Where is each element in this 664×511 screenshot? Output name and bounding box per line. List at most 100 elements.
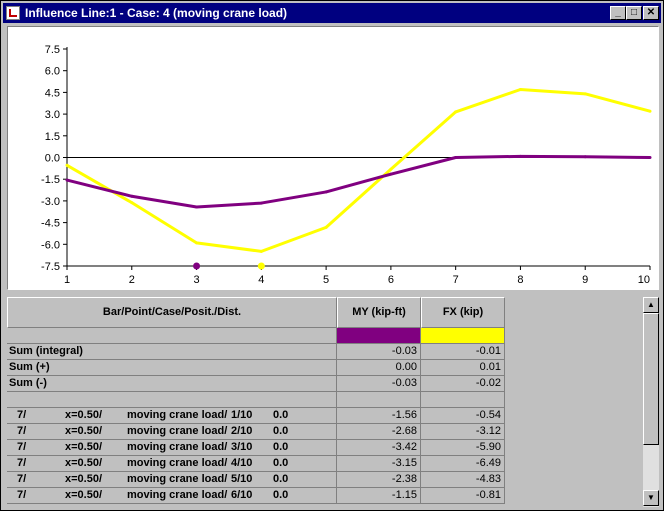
y-tick-label: 1.5 xyxy=(45,131,60,143)
y-tick-label: -4.5 xyxy=(41,218,60,230)
sum-fx-value: 0.01 xyxy=(421,360,505,376)
sum-row[interactable]: Sum (-) -0.03 -0.02 xyxy=(7,376,507,392)
row-case: moving crane load/ xyxy=(127,441,228,453)
row-description: 7/x=0.50/moving crane load/2/10 0.0 xyxy=(7,424,337,440)
color-swatch-row[interactable] xyxy=(7,328,507,344)
row-bar: 7/ xyxy=(17,457,27,469)
x-tick-label: 6 xyxy=(388,274,394,286)
row-my-value: -2.38 xyxy=(337,472,421,488)
x-tick-label: 4 xyxy=(258,274,264,286)
influence-line-chart: 7.5 6.0 4.5 3.0 1.5 0.0 -1.5 -3.0 -4.5 -6.0 -7.5 1 2… xyxy=(7,26,659,290)
table-row[interactable]: 7/x=0.50/moving crane load/3/10 0.0 -3.42-… xyxy=(7,440,507,456)
data-point-my xyxy=(259,201,263,205)
row-bar: 7/ xyxy=(17,473,27,485)
row-pos: 3/10 xyxy=(231,441,253,453)
x-tick-label: 10 xyxy=(638,274,650,286)
row-bar: 7/ xyxy=(17,409,27,421)
position-marker xyxy=(257,262,265,270)
row-fx-value: -0.54 xyxy=(421,408,505,424)
data-point-my xyxy=(65,178,69,182)
table-row[interactable]: 7/x=0.50/moving crane load/5/10 0.0 -2.38-… xyxy=(7,472,507,488)
scroll-down-button[interactable]: ▼ xyxy=(643,490,659,506)
row-my-value: -1.56 xyxy=(337,408,421,424)
row-case: moving crane load/ xyxy=(127,409,228,421)
y-tick-label: 7.5 xyxy=(45,44,60,56)
data-point-my xyxy=(324,190,328,194)
scroll-thumb[interactable] xyxy=(643,313,659,445)
row-x: x=0.50/ xyxy=(65,489,103,501)
table-row[interactable]: 7/x=0.50/moving crane load/1/10 0.0 -1.56-… xyxy=(7,408,507,424)
data-point-fx xyxy=(648,109,652,113)
x-tick-label: 2 xyxy=(129,274,135,286)
row-description: 7/x=0.50/moving crane load/5/10 0.0 xyxy=(7,472,337,488)
data-point-fx xyxy=(454,110,458,114)
row-bar: 7/ xyxy=(17,441,27,453)
results-table: Bar/Point/Case/Posit./Dist. MY (kip-ft) … xyxy=(7,297,659,507)
row-case: moving crane load/ xyxy=(127,489,228,501)
row-bar: 7/ xyxy=(17,425,27,437)
y-tick-label: -6.0 xyxy=(41,239,60,251)
row-x: x=0.50/ xyxy=(65,441,103,453)
row-case: moving crane load/ xyxy=(127,473,228,485)
chart-svg: 7.5 6.0 4.5 3.0 1.5 0.0 -1.5 -3.0 -4.5 -6.0 -7.5 1 2… xyxy=(41,44,652,286)
table-row[interactable]: 7/x=0.50/moving crane load/6/10 0.0 -1.15-… xyxy=(7,488,507,504)
vertical-scrollbar[interactable]: ▲ ▼ xyxy=(642,297,659,507)
row-description: 7/x=0.50/moving crane load/1/10 0.0 xyxy=(7,408,337,424)
separator-cell xyxy=(337,392,421,408)
sum-row[interactable]: Sum (+) 0.00 0.01 xyxy=(7,360,507,376)
row-x: x=0.50/ xyxy=(65,425,103,437)
row-case: moving crane load/ xyxy=(127,425,228,437)
y-tick-label: -3.0 xyxy=(41,196,60,208)
row-description: 7/x=0.50/moving crane load/3/10 0.0 xyxy=(7,440,337,456)
y-tick-label: 3.0 xyxy=(45,109,60,121)
row-pos: 5/10 xyxy=(231,473,253,485)
x-tick-label: 1 xyxy=(64,274,70,286)
row-fx-value: -0.81 xyxy=(421,488,505,504)
y-tick-label: -7.5 xyxy=(41,261,60,273)
data-point-fx xyxy=(65,163,69,167)
data-point-fx xyxy=(518,88,522,92)
maximize-button[interactable]: □ xyxy=(626,6,642,20)
close-button[interactable]: ✕ xyxy=(643,6,659,20)
x-tick-label: 3 xyxy=(193,274,199,286)
row-fx-value: -5.90 xyxy=(421,440,505,456)
swatch-row-label xyxy=(7,328,337,344)
x-tick-label: 5 xyxy=(323,274,329,286)
chart-app-icon[interactable] xyxy=(6,6,20,20)
sum-my-value: -0.03 xyxy=(337,344,421,360)
title-bar[interactable]: Influence Line:1 - Case: 4 (moving crane… xyxy=(3,3,661,23)
sum-my-value: -0.03 xyxy=(337,376,421,392)
table-row[interactable]: 7/x=0.50/moving crane load/2/10 0.0 -2.68-… xyxy=(7,424,507,440)
table-row[interactable]: 7/x=0.50/moving crane load/4/10 0.0 -3.15-… xyxy=(7,456,507,472)
column-header-description[interactable]: Bar/Point/Case/Posit./Dist. xyxy=(7,297,337,328)
minimize-button[interactable]: _ xyxy=(610,6,626,20)
row-my-value: -1.15 xyxy=(337,488,421,504)
y-tick-label: -1.5 xyxy=(41,174,60,186)
data-point-my xyxy=(648,156,652,159)
row-fx-value: -6.49 xyxy=(421,456,505,472)
row-fx-value: -4.83 xyxy=(421,472,505,488)
y-tick-label: 4.5 xyxy=(45,87,60,99)
data-point-my xyxy=(130,194,134,198)
row-dist: 0.0 xyxy=(273,441,289,453)
row-bar: 7/ xyxy=(17,489,27,501)
data-point-fx xyxy=(389,167,393,171)
x-tick-label: 9 xyxy=(582,274,588,286)
sum-label: Sum (integral) xyxy=(7,344,337,360)
data-point-fx xyxy=(195,241,199,245)
row-description: 7/x=0.50/moving crane load/4/10 0.0 xyxy=(7,456,337,472)
row-x: x=0.50/ xyxy=(65,473,103,485)
row-dist: 0.0 xyxy=(273,473,289,485)
column-header-fx[interactable]: FX (kip) xyxy=(421,297,505,328)
scroll-up-button[interactable]: ▲ xyxy=(643,297,659,313)
x-tick-label: 8 xyxy=(517,274,523,286)
data-point-my xyxy=(389,172,393,176)
data-point-fx xyxy=(324,225,328,229)
sum-row[interactable]: Sum (integral) -0.03 -0.01 xyxy=(7,344,507,360)
column-header-my[interactable]: MY (kip-ft) xyxy=(337,297,421,328)
fx-color-swatch xyxy=(421,328,505,344)
series-line-my xyxy=(66,154,651,209)
separator-row[interactable] xyxy=(7,392,507,408)
row-pos: 1/10 xyxy=(231,409,253,421)
row-x: x=0.50/ xyxy=(65,409,103,421)
